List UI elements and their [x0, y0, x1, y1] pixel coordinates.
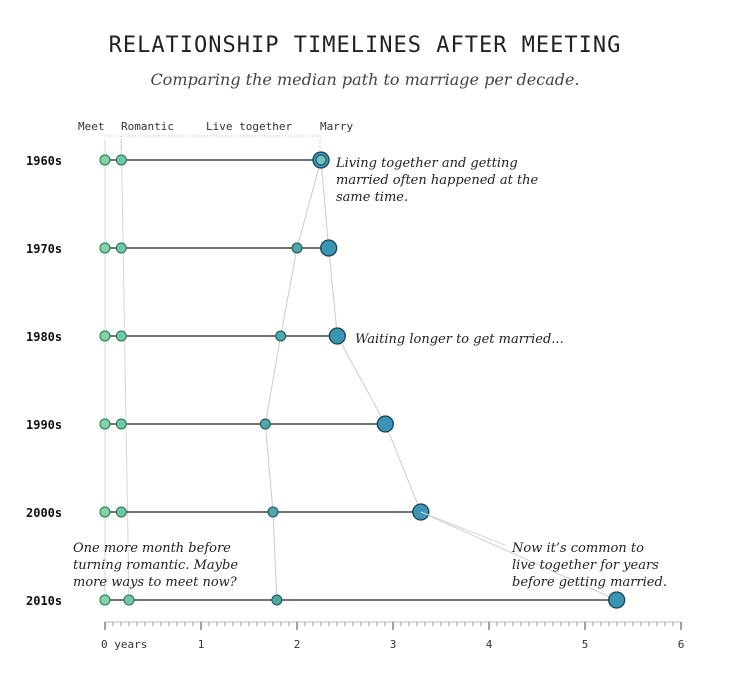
tick-label: 0 years [101, 638, 147, 651]
stage-connectors [264, 159, 617, 601]
annotations: Living together and getting married often… [73, 156, 667, 590]
annotation-ann-2010s-left: One more month before turning romantic. M… [73, 541, 238, 590]
chart-title: RELATIONSHIP TIMELINES AFTER MEETING [109, 33, 622, 58]
point-romantic [115, 506, 127, 518]
row-1990s: 1990s [26, 415, 394, 433]
point-marry [608, 591, 626, 609]
annotation-ann-2010s-right: Now it’s common to live together for year… [511, 541, 667, 590]
annotation-line: more ways to meet now? [73, 575, 238, 590]
annotation-line: One more month before [73, 541, 231, 556]
tick-label: 2 [294, 638, 301, 651]
tick-label: 6 [678, 638, 685, 651]
stage-label-together: Live together [206, 120, 292, 133]
annotation-line: Living together and getting [335, 156, 518, 171]
tick-label: 3 [390, 638, 397, 651]
point-together [271, 594, 283, 606]
point-meet [99, 594, 111, 606]
tick-label: 5 [582, 638, 589, 651]
decade-label: 1980s [26, 330, 62, 344]
stage-label-marry: Marry [320, 120, 353, 133]
row-2000s: 2000s [26, 503, 430, 521]
point-together [291, 242, 303, 254]
annotation-leader [420, 511, 506, 546]
point-marry [320, 239, 338, 257]
tick-label: 4 [486, 638, 493, 651]
annotation-line: before getting married. [512, 575, 667, 590]
point-together [315, 154, 327, 166]
annotation-line: married often happened at the [336, 173, 539, 188]
tick-label: 1 [198, 638, 205, 651]
annotation-ann-1960s: Living together and getting married often… [335, 156, 539, 205]
connector-together [264, 159, 322, 601]
row-1980s: 1980s [26, 327, 346, 345]
stage-label-meet: Meet [78, 120, 105, 133]
decade-label: 1970s [26, 242, 62, 256]
point-romantic [115, 330, 127, 342]
point-together [267, 506, 279, 518]
point-romantic [115, 242, 127, 254]
decade-label: 1960s [26, 154, 62, 168]
annotation-ann-1980s: Waiting longer to get married... [355, 332, 564, 347]
row-1960s: 1960s [26, 151, 330, 169]
annotation-line: same time. [336, 190, 408, 205]
point-romantic [115, 154, 127, 166]
point-meet [99, 242, 111, 254]
decade-label: 1990s [26, 418, 62, 432]
point-meet [99, 418, 111, 430]
connector-marry [320, 159, 617, 601]
annotation-line: Now it’s common to [511, 541, 644, 556]
row-2010s: 2010s [26, 591, 626, 609]
decade-label: 2010s [26, 594, 62, 608]
point-romantic [123, 594, 135, 606]
point-meet [99, 506, 111, 518]
point-marry [328, 327, 346, 345]
point-together [259, 418, 271, 430]
row-1970s: 1970s [26, 239, 338, 257]
stage-label-romantic: Romantic [121, 120, 174, 133]
guide-lines [104, 139, 130, 601]
annotation-line: live together for years [512, 558, 659, 573]
point-marry [412, 503, 430, 521]
point-meet [99, 154, 111, 166]
point-romantic [115, 418, 127, 430]
annotation-line: turning romantic. Maybe [73, 558, 238, 573]
point-marry [376, 415, 394, 433]
annotation-line: Waiting longer to get married... [355, 332, 564, 347]
x-axis: 0 years 1 2 3 4 5 6 [101, 621, 685, 651]
point-meet [99, 330, 111, 342]
point-together [275, 330, 287, 342]
stage-bracket [105, 135, 321, 150]
decade-rows: 1960s 1970s 1980s 1990s 2000s 2010s [26, 151, 626, 609]
chart-subtitle: Comparing the median path to marriage pe… [150, 70, 579, 89]
decade-label: 2000s [26, 506, 62, 520]
guide-romantic [120, 139, 130, 601]
stage-labels: Meet Romantic Live together Marry [78, 120, 353, 150]
